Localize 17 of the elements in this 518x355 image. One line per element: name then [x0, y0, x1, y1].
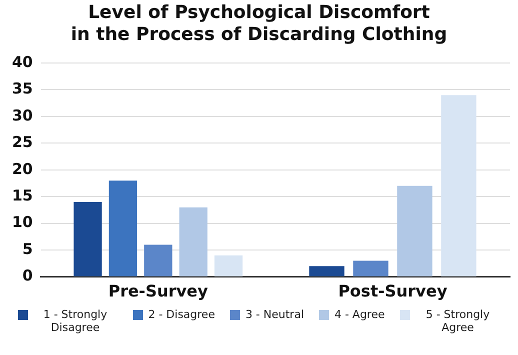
legend-label: 3 - Neutral: [245, 308, 304, 321]
y-tick-label: 25: [12, 133, 33, 152]
y-tick-label: 0: [22, 266, 33, 285]
y-tick-label: 15: [12, 186, 33, 205]
y-tick-label: 30: [12, 106, 33, 124]
legend-label: 5 - Strongly Agree: [424, 308, 491, 334]
y-tick-label: 10: [12, 213, 33, 232]
legend-label: 4 - Agree: [334, 308, 385, 321]
y-tick-label: 40: [12, 52, 33, 71]
y-tick-label: 20: [12, 160, 33, 178]
legend-label: 1 - Strongly Disagree: [42, 308, 108, 334]
x-tick-label: Pre-Survey: [108, 282, 209, 301]
chart-title: Level of Psychological Discomfort in the Process of Discarding Clothing: [70, 1, 448, 46]
legend-label: 2 - Disagree: [148, 308, 215, 321]
x-tick-label: Post-Survey: [338, 282, 448, 301]
y-tick-label: 5: [22, 240, 33, 258]
y-tick-label: 35: [12, 80, 33, 98]
